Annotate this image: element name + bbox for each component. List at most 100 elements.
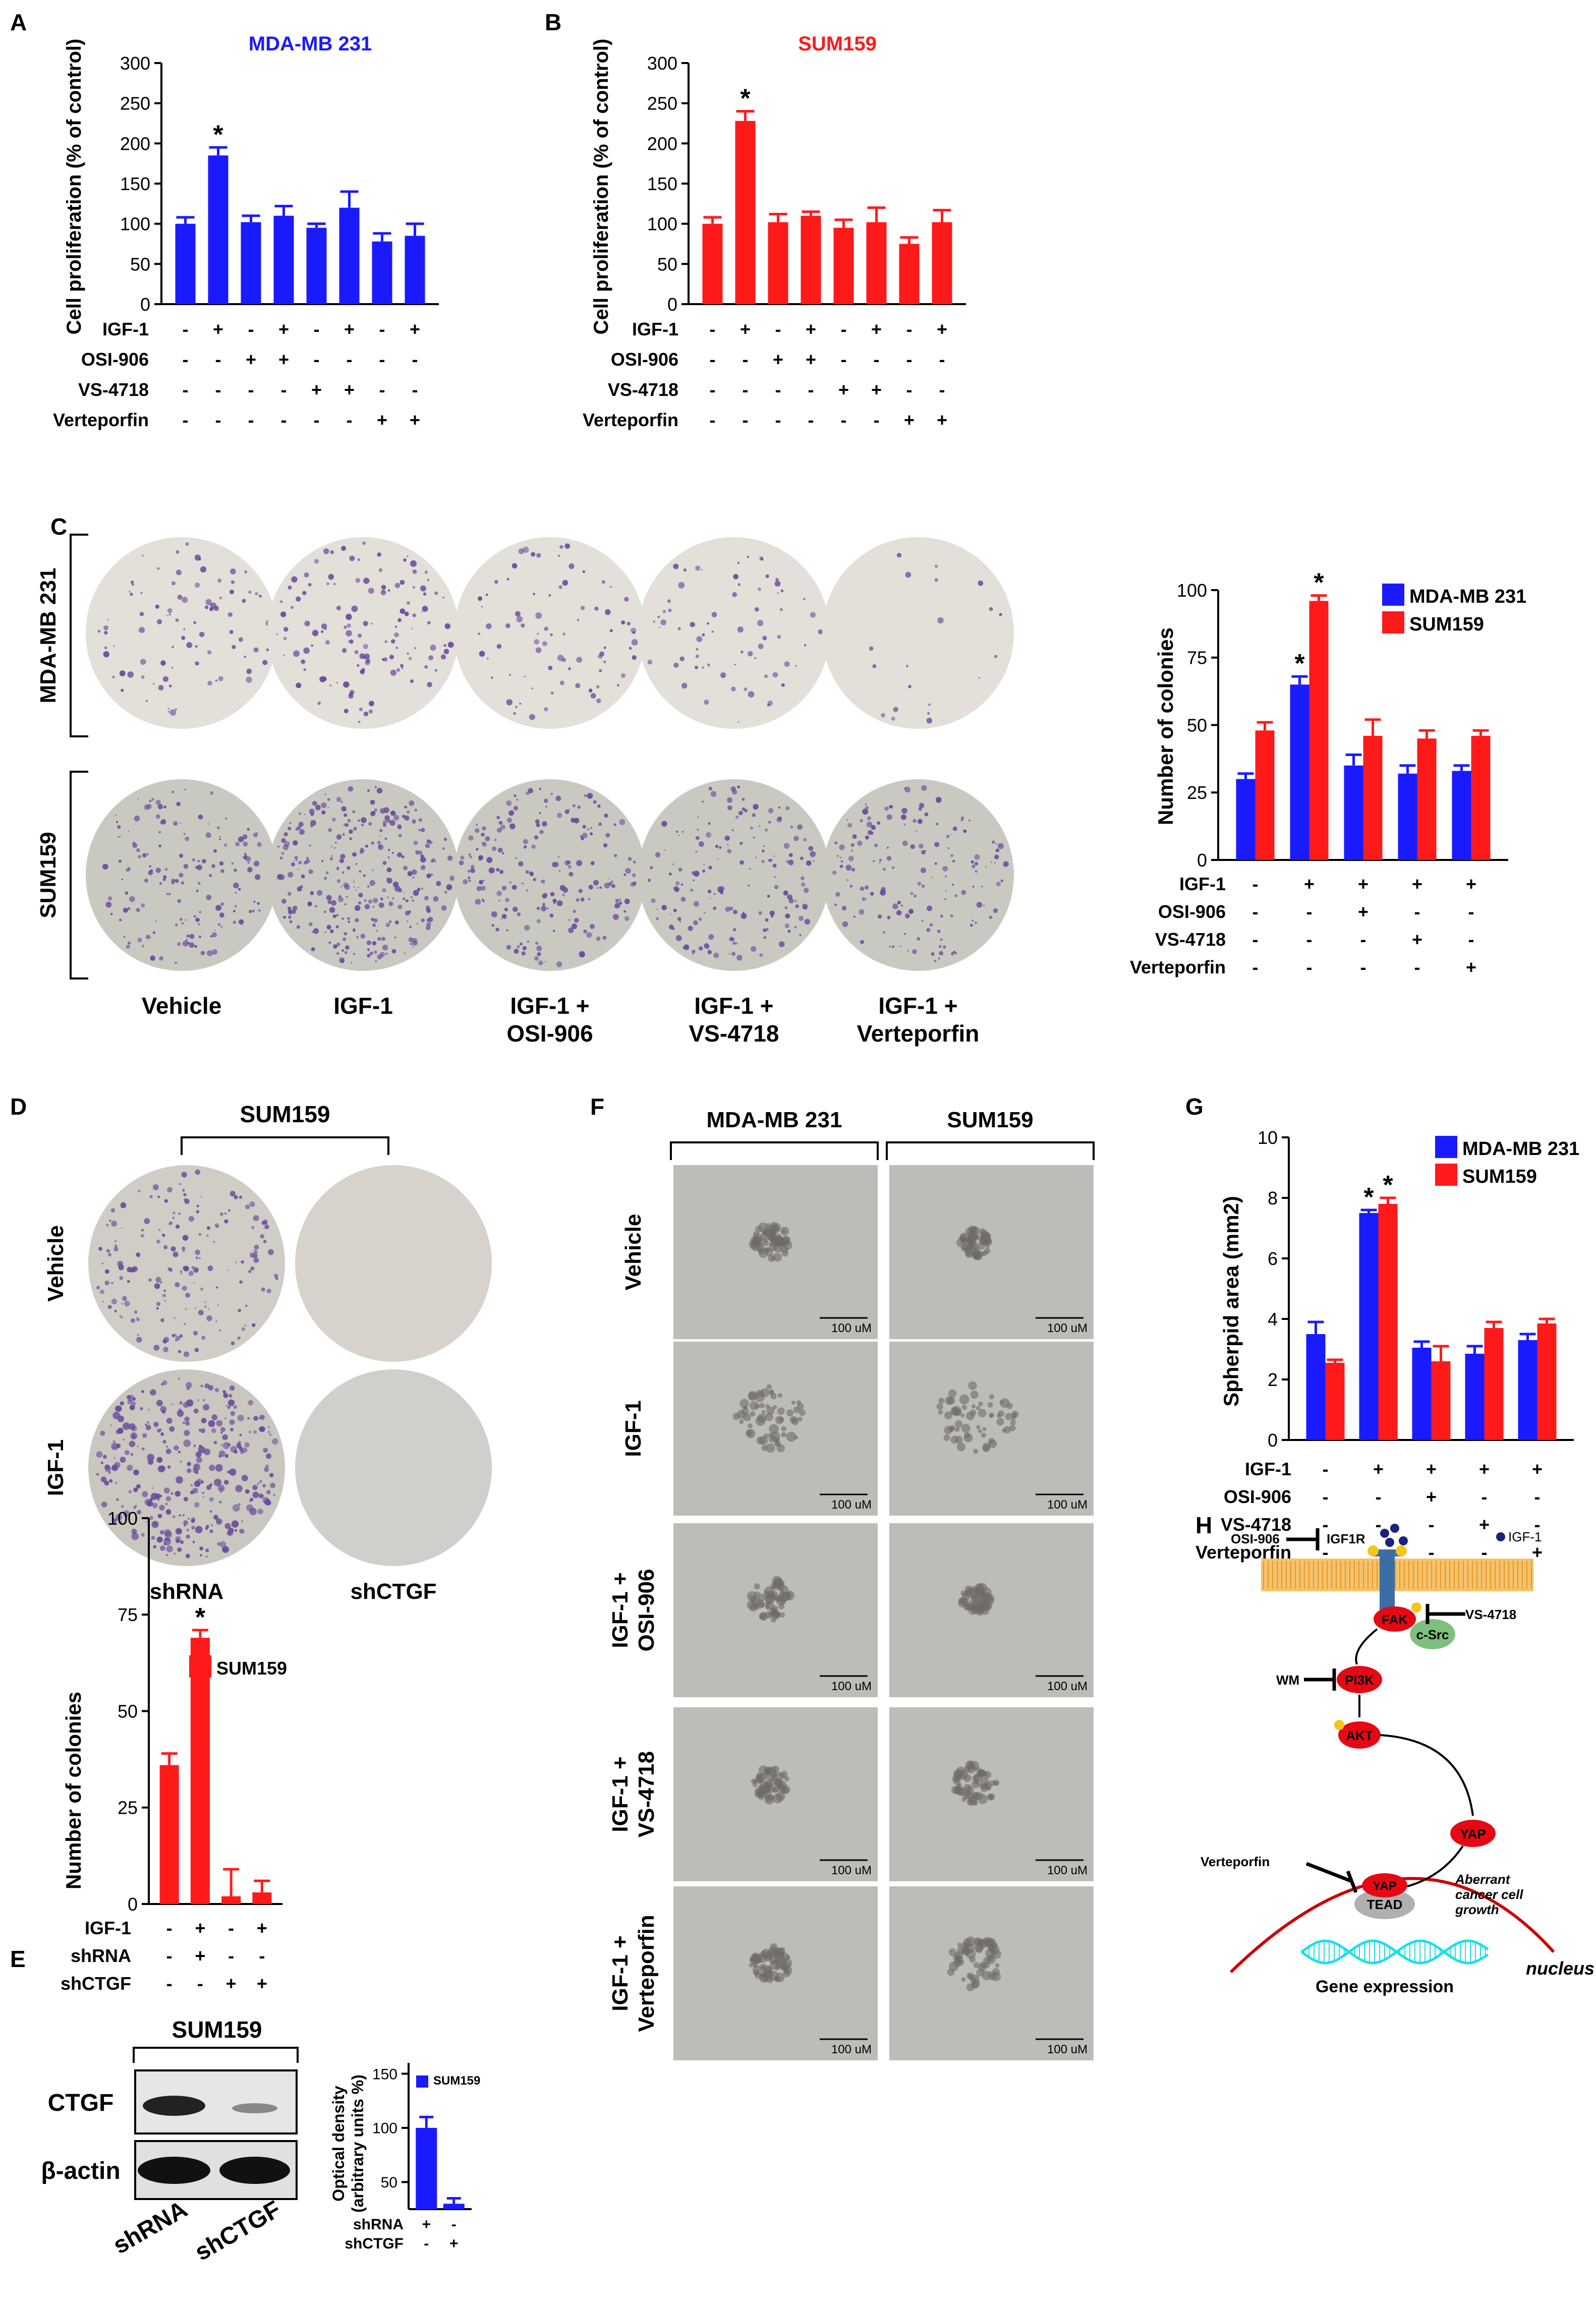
colony-dot xyxy=(144,1218,150,1224)
colony-dot xyxy=(273,1274,278,1278)
colony-dot xyxy=(559,545,563,549)
colony-dot xyxy=(543,893,548,897)
colony-dot xyxy=(442,847,445,850)
colony-dot xyxy=(883,868,886,871)
colony-dot xyxy=(679,921,681,922)
colony-dot xyxy=(150,1389,156,1396)
colony-dot xyxy=(732,942,736,945)
colony-dot xyxy=(173,821,178,826)
colony-dot xyxy=(412,869,417,875)
chart-g-treatment-symbol: - xyxy=(1534,1486,1541,1507)
spheroid-cell xyxy=(776,1444,785,1453)
colony-dot xyxy=(808,846,814,851)
colony-dot xyxy=(198,1233,201,1236)
colony-dot xyxy=(678,582,685,589)
chart-b-treatment-symbol: - xyxy=(710,349,716,370)
colony-dot xyxy=(152,1184,159,1190)
colony-dot xyxy=(412,819,417,824)
colony-dot xyxy=(149,800,152,802)
colony-dot xyxy=(180,822,182,824)
chart-d-bar xyxy=(190,1638,210,1904)
colony-dot xyxy=(577,619,579,621)
colony-dot xyxy=(247,1417,250,1420)
colony-dot xyxy=(139,626,145,633)
chart-d-treatment-symbol: - xyxy=(259,1945,265,1966)
colony-dot xyxy=(626,621,631,626)
colony-dot xyxy=(209,1483,213,1486)
colony-dot xyxy=(536,906,540,910)
chart-g-treatment-symbol: + xyxy=(1479,1514,1490,1535)
colony-dot xyxy=(110,1208,116,1213)
colony-dot xyxy=(254,1244,259,1250)
colony-dot xyxy=(794,665,797,667)
colony-dot xyxy=(120,835,121,837)
panel-letter-g: G xyxy=(1185,1093,1204,1120)
panel-c-dish-mda xyxy=(822,537,1014,729)
chart-g-treatment-label: OSI-906 xyxy=(1224,1486,1291,1507)
colony-dot xyxy=(160,1545,165,1551)
colony-dot xyxy=(194,945,198,948)
gene-expression-label: Gene expression xyxy=(1316,1977,1454,1996)
chart-g-bar xyxy=(1378,1204,1398,1440)
colony-dot xyxy=(351,962,353,964)
colony-dot xyxy=(235,842,240,847)
colony-dot xyxy=(681,830,684,833)
colony-dot xyxy=(165,1509,172,1515)
chart-a-treatment-symbol: - xyxy=(248,410,254,430)
colony-dot xyxy=(874,843,878,847)
panel-d-bracket xyxy=(181,1136,389,1155)
colony-dot xyxy=(367,954,371,958)
colony-dot xyxy=(887,915,891,919)
colony-dot xyxy=(768,807,774,814)
colony-dot xyxy=(582,570,586,573)
chart-d-y-tick-label: 25 xyxy=(118,1798,138,1818)
colony-dot xyxy=(423,592,427,596)
panel-d-dish-igf1-shctgf-plate xyxy=(295,1369,492,1566)
colony-dot xyxy=(996,882,1001,887)
chart-a-y-tick-label: 300 xyxy=(120,53,150,74)
colony-dot xyxy=(220,869,224,873)
colony-dot xyxy=(993,908,998,913)
colony-dot xyxy=(590,693,596,699)
colony-dot xyxy=(730,786,736,792)
colony-dot xyxy=(136,1318,140,1321)
colony-dot xyxy=(203,1448,211,1456)
colony-dot xyxy=(200,951,205,955)
colony-dot xyxy=(482,900,485,902)
chart-b-treatment-symbol: + xyxy=(806,349,816,370)
colony-dot xyxy=(735,942,738,945)
colony-dot xyxy=(342,871,345,874)
colony-dot xyxy=(348,640,350,642)
spheroid-cell xyxy=(748,1391,757,1400)
colony-dot xyxy=(169,709,177,716)
colony-dot xyxy=(200,1384,203,1388)
colony-dot xyxy=(328,941,331,944)
colony-dot xyxy=(562,893,565,896)
colony-dot xyxy=(347,866,351,870)
spheroid-cell xyxy=(943,1434,950,1441)
colony-dot xyxy=(347,819,351,823)
colony-dot xyxy=(514,794,517,797)
colony-dot xyxy=(200,1287,204,1291)
colony-dot xyxy=(344,932,348,936)
colony-dot xyxy=(188,1517,190,1520)
chart-a-treatment-symbol: + xyxy=(278,319,289,339)
colony-dot xyxy=(867,830,873,835)
colony-dot xyxy=(104,1280,109,1286)
colony-dot xyxy=(132,1266,138,1272)
colony-dot xyxy=(568,872,574,877)
spheroid-cell xyxy=(770,1582,776,1588)
colony-dot xyxy=(253,860,260,867)
colony-dot xyxy=(481,833,485,837)
colony-dot xyxy=(383,807,389,814)
colony-dot xyxy=(719,889,723,894)
spheroid-cell xyxy=(969,1956,976,1963)
colony-dot xyxy=(613,823,616,826)
chart-a-treatment-symbol: - xyxy=(347,410,353,430)
colony-dot xyxy=(123,936,126,938)
chart-c-treatment-symbol: - xyxy=(1414,901,1420,922)
colony-dot xyxy=(496,827,502,833)
colony-dot xyxy=(478,855,484,860)
colony-dot xyxy=(281,838,286,843)
colony-dot xyxy=(239,1433,242,1436)
